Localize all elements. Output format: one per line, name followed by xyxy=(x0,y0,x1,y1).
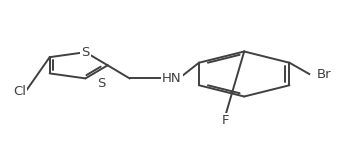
Text: S: S xyxy=(97,77,105,90)
Text: Br: Br xyxy=(317,67,331,81)
Text: Cl: Cl xyxy=(14,85,27,98)
Text: F: F xyxy=(222,114,230,127)
Text: HN: HN xyxy=(162,72,182,85)
Text: S: S xyxy=(81,46,90,59)
